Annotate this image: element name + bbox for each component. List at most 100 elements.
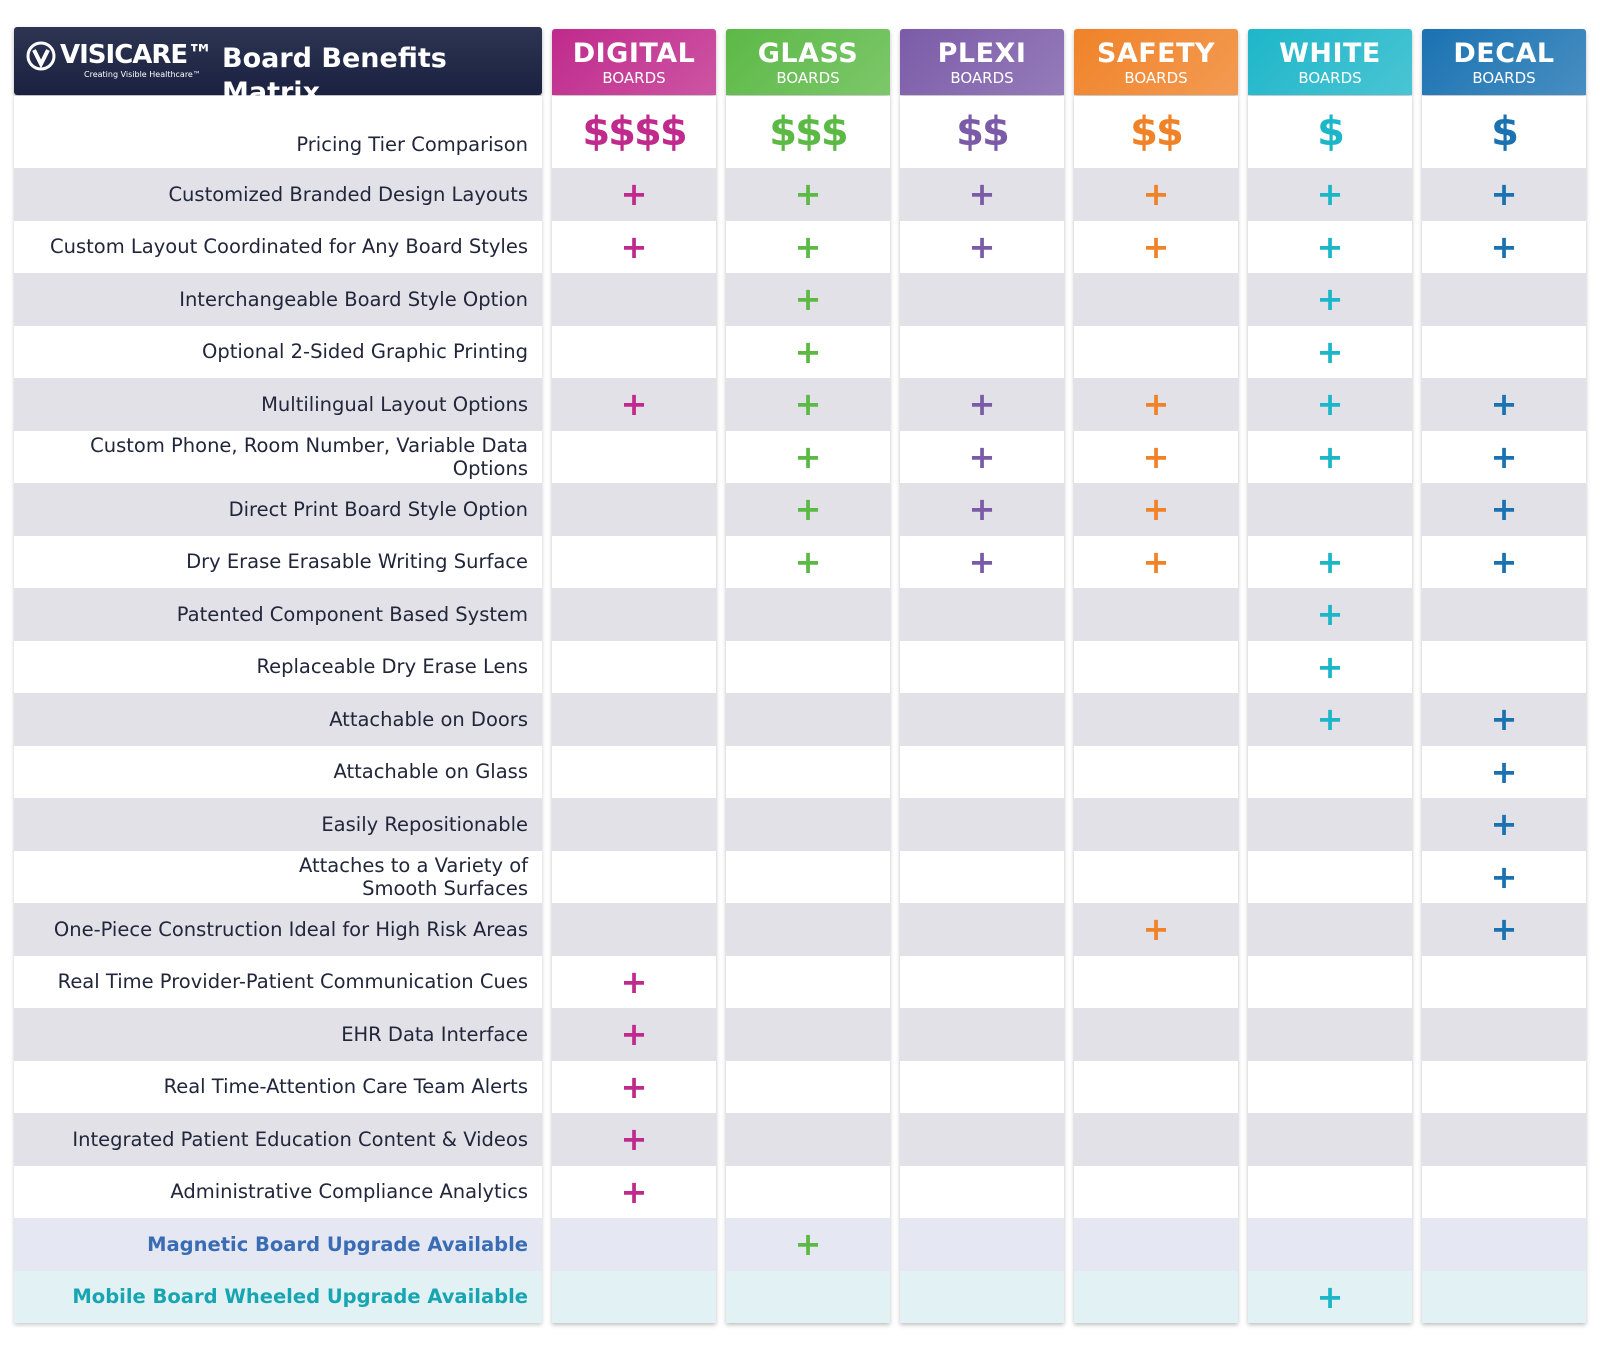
column-sub: BOARDS bbox=[776, 69, 840, 87]
cell bbox=[900, 745, 1064, 798]
cell bbox=[552, 535, 716, 588]
cell bbox=[1422, 955, 1586, 1008]
row-label: Attaches to a Variety of Smooth Surfaces bbox=[14, 850, 542, 903]
cell: + bbox=[552, 1165, 716, 1218]
cell: + bbox=[1248, 325, 1412, 378]
column-sub: BOARDS bbox=[1298, 69, 1362, 87]
title-bar: VISICARE™ Creating Visible Healthcare™ B… bbox=[14, 27, 542, 108]
row-label: EHR Data Interface bbox=[14, 1008, 542, 1061]
cell bbox=[900, 273, 1064, 326]
cell: + bbox=[726, 168, 890, 221]
cell: + bbox=[1248, 588, 1412, 641]
cell bbox=[1074, 798, 1238, 851]
cell bbox=[1074, 640, 1238, 693]
cell bbox=[1074, 850, 1238, 903]
cell bbox=[1074, 693, 1238, 746]
cell: + bbox=[726, 220, 890, 273]
cell bbox=[552, 273, 716, 326]
cell bbox=[1422, 640, 1586, 693]
cell bbox=[900, 903, 1064, 956]
cell: + bbox=[1248, 430, 1412, 483]
cell bbox=[1248, 955, 1412, 1008]
cell: + bbox=[1422, 798, 1586, 851]
row-label: Replaceable Dry Erase Lens bbox=[14, 640, 542, 693]
column-name: DIGITAL bbox=[572, 38, 696, 69]
cell: + bbox=[900, 483, 1064, 536]
column-name: SAFETY bbox=[1096, 38, 1216, 69]
cell bbox=[1074, 1008, 1238, 1061]
cell: + bbox=[552, 220, 716, 273]
cell bbox=[726, 955, 890, 1008]
cell bbox=[552, 325, 716, 378]
cell: + bbox=[552, 955, 716, 1008]
cell: + bbox=[1248, 378, 1412, 431]
cell bbox=[1422, 1060, 1586, 1113]
cell: + bbox=[1074, 483, 1238, 536]
cell: + bbox=[552, 1113, 716, 1166]
cell bbox=[1074, 745, 1238, 798]
cell bbox=[1248, 745, 1412, 798]
cell bbox=[900, 1165, 1064, 1218]
tagline: Creating Visible Healthcare™ bbox=[84, 70, 201, 79]
column-name: PLEXI bbox=[937, 38, 1027, 69]
cell bbox=[900, 798, 1064, 851]
cell bbox=[1248, 798, 1412, 851]
cell bbox=[1074, 1060, 1238, 1113]
cell bbox=[1074, 588, 1238, 641]
cell bbox=[726, 850, 890, 903]
cell bbox=[1248, 483, 1412, 536]
cell bbox=[1248, 1008, 1412, 1061]
cell: + bbox=[1422, 378, 1586, 431]
column-header: SAFETY BOARDS bbox=[1074, 29, 1238, 95]
cell: + bbox=[726, 430, 890, 483]
cell bbox=[552, 640, 716, 693]
cell: $$$ bbox=[726, 96, 890, 168]
cell bbox=[726, 1165, 890, 1218]
cell: + bbox=[900, 430, 1064, 483]
logo-icon bbox=[26, 41, 56, 71]
cell: + bbox=[726, 535, 890, 588]
column-sub: BOARDS bbox=[1124, 69, 1188, 87]
cell bbox=[726, 1008, 890, 1061]
cell bbox=[1248, 903, 1412, 956]
logo: VISICARE™ bbox=[60, 40, 213, 70]
cell: + bbox=[1422, 220, 1586, 273]
cell bbox=[900, 955, 1064, 1008]
cell: + bbox=[1248, 693, 1412, 746]
cell bbox=[1248, 850, 1412, 903]
cell: + bbox=[1422, 168, 1586, 221]
cell: + bbox=[1422, 850, 1586, 903]
column-sub: BOARDS bbox=[602, 69, 666, 87]
cell bbox=[552, 588, 716, 641]
row-label: Patented Component Based System bbox=[14, 588, 542, 641]
row-label: Custom Layout Coordinated for Any Board … bbox=[14, 220, 542, 273]
cell: + bbox=[1422, 535, 1586, 588]
cell bbox=[552, 1270, 716, 1323]
cell: + bbox=[1248, 220, 1412, 273]
cell bbox=[1074, 1165, 1238, 1218]
cell bbox=[1074, 1270, 1238, 1323]
cell bbox=[726, 745, 890, 798]
cell bbox=[1422, 1270, 1586, 1323]
row-label: Real Time-Attention Care Team Alerts bbox=[14, 1060, 542, 1113]
cell bbox=[726, 798, 890, 851]
cell bbox=[1422, 588, 1586, 641]
cell: + bbox=[1422, 430, 1586, 483]
cell: + bbox=[726, 483, 890, 536]
cell: + bbox=[1074, 430, 1238, 483]
cell: $$ bbox=[900, 96, 1064, 168]
cell: + bbox=[900, 535, 1064, 588]
cell: + bbox=[726, 378, 890, 431]
cell bbox=[1074, 273, 1238, 326]
row-label: Customized Branded Design Layouts bbox=[14, 168, 542, 221]
column-header: GLASS BOARDS bbox=[726, 29, 890, 95]
cell: + bbox=[1248, 640, 1412, 693]
cell: + bbox=[552, 1060, 716, 1113]
cell: $ bbox=[1248, 96, 1412, 168]
cell bbox=[1074, 955, 1238, 1008]
cell bbox=[1074, 325, 1238, 378]
row-label: Direct Print Board Style Option bbox=[14, 483, 542, 536]
cell: $ bbox=[1422, 96, 1586, 168]
cell bbox=[900, 1060, 1064, 1113]
row-label: Mobile Board Wheeled Upgrade Available bbox=[14, 1270, 542, 1323]
